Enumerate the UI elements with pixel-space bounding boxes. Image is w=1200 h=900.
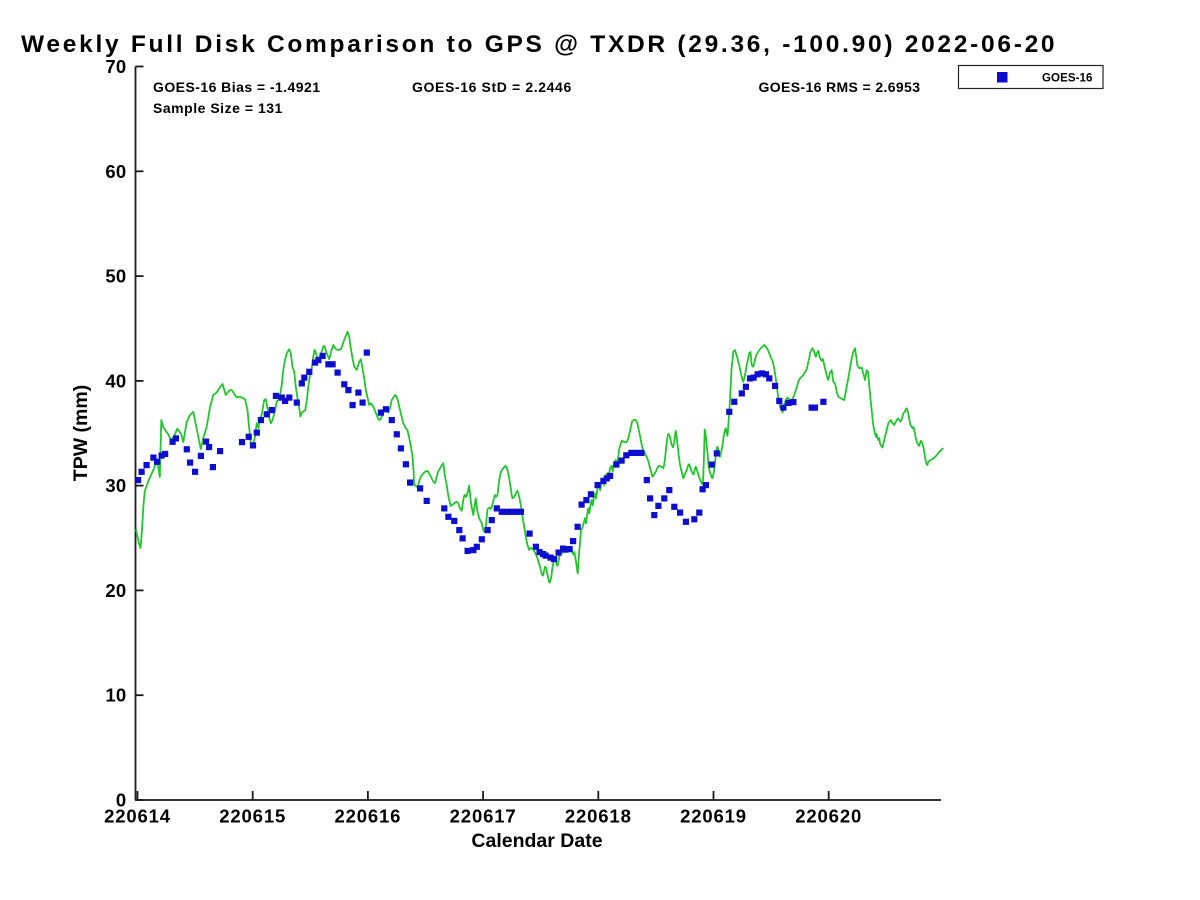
- svg-text:Calendar Date: Calendar Date: [471, 830, 602, 852]
- svg-text:GOES-16 RMS = 2.6953: GOES-16 RMS = 2.6953: [759, 79, 921, 95]
- svg-text:220617: 220617: [450, 806, 517, 827]
- svg-text:220618: 220618: [565, 806, 632, 827]
- svg-text:220619: 220619: [680, 806, 747, 827]
- svg-text:GOES-16 Bias = -1.4921: GOES-16 Bias = -1.4921: [153, 79, 321, 95]
- svg-text:60: 60: [105, 161, 126, 182]
- svg-text:20: 20: [105, 580, 126, 601]
- svg-text:Weekly Full Disk Comparison to: Weekly Full Disk Comparison to GPS @ TXD…: [21, 31, 1057, 58]
- svg-text:40: 40: [105, 370, 126, 391]
- svg-text:GOES-16: GOES-16: [1042, 73, 1093, 85]
- svg-text:30: 30: [105, 475, 126, 496]
- svg-text:220614: 220614: [104, 806, 171, 827]
- svg-text:TPW (mm): TPW (mm): [70, 385, 92, 481]
- svg-text:GOES-16 StD = 2.2446: GOES-16 StD = 2.2446: [412, 79, 572, 95]
- svg-text:220616: 220616: [334, 806, 401, 827]
- svg-text:50: 50: [105, 266, 126, 287]
- svg-text:10: 10: [105, 685, 126, 706]
- svg-text:70: 70: [105, 56, 126, 77]
- svg-text:220615: 220615: [219, 806, 286, 827]
- svg-text:0: 0: [116, 790, 127, 811]
- svg-text:220620: 220620: [795, 806, 862, 827]
- svg-text:Sample Size = 131: Sample Size = 131: [153, 100, 283, 116]
